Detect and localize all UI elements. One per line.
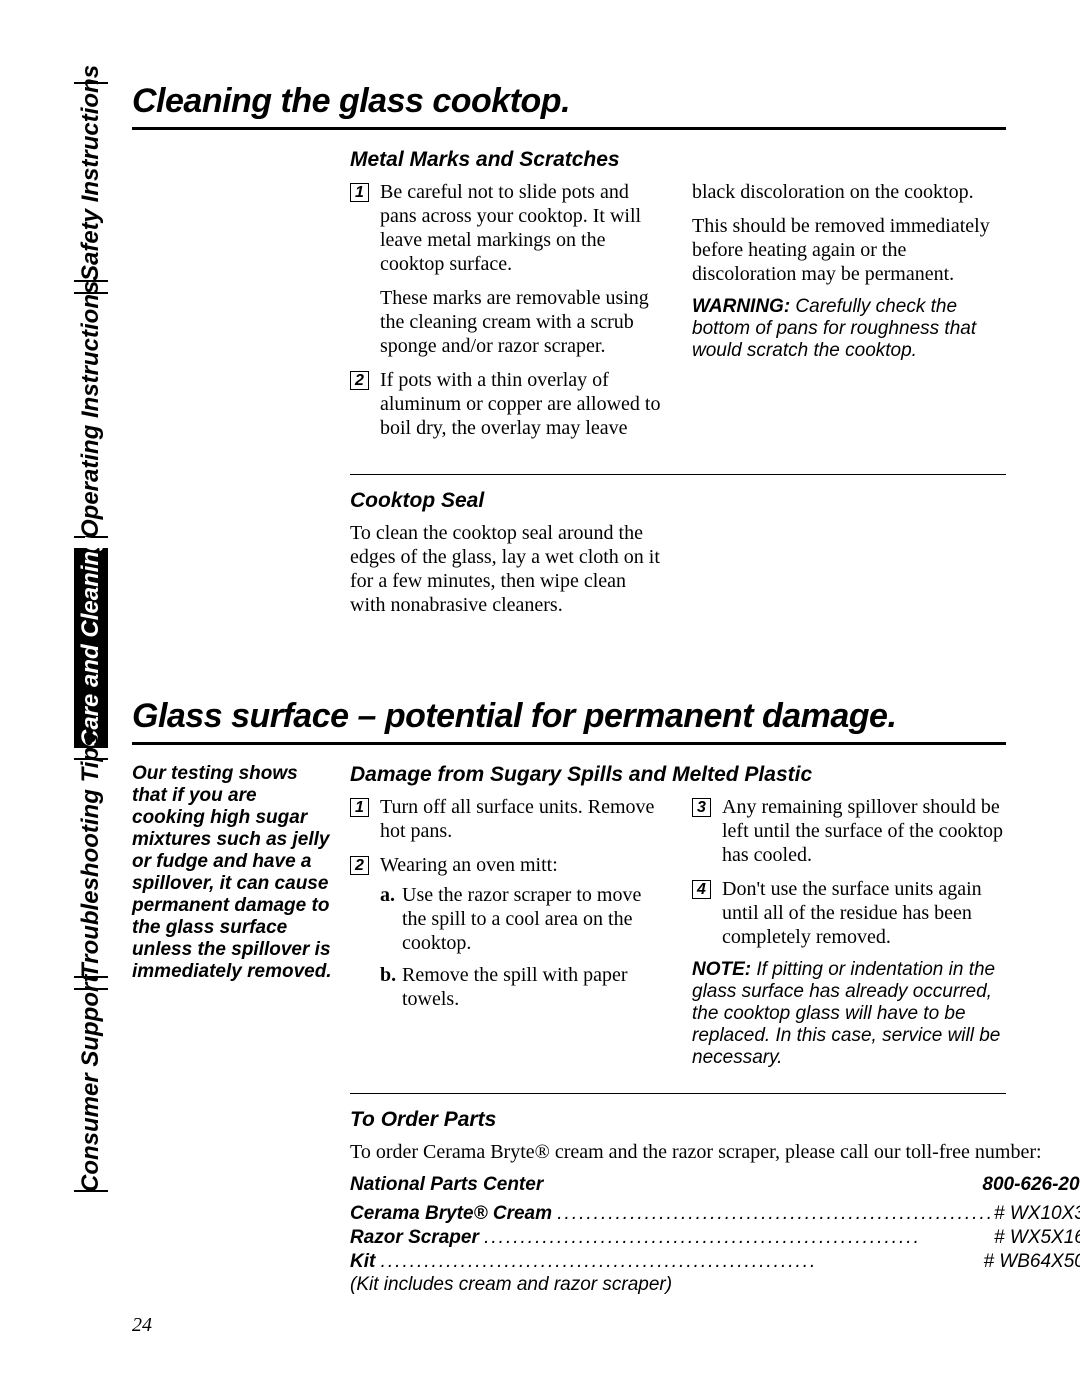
damage-step-2a: Use the razor scraper to move the spill …: [402, 883, 664, 955]
numbox-1-icon: 1: [350, 798, 369, 817]
divider-thin: [350, 474, 1006, 475]
step-1: 1 Be careful not to slide pots and pans …: [350, 180, 664, 358]
warning-text: WARNING: Carefully check the bottom of p…: [692, 296, 1006, 362]
text-black-discoloration: black discoloration on the cooktop.: [692, 180, 1006, 204]
tab-safety: Safety Instructions: [74, 82, 108, 282]
page-number: 24: [132, 1314, 152, 1337]
text-cooktop-seal: To clean the cooktop seal around the edg…: [350, 521, 664, 617]
numbox-4-icon: 4: [692, 880, 711, 899]
numbox-1-icon: 1: [350, 183, 369, 202]
side-tabs: Safety Instructions Operating Instructio…: [74, 82, 108, 1192]
block-metal-marks: Metal Marks and Scratches 1 Be careful n…: [132, 148, 1006, 450]
tab-troubleshooting: Troubleshooting Tips: [74, 758, 108, 978]
sidebar-warning: Our testing shows that if you are cookin…: [132, 763, 332, 983]
subheading-order-parts: To Order Parts: [350, 1108, 1080, 1132]
divider-thin-2: [350, 1093, 1006, 1094]
tab-consumer-support: Consumer Support: [74, 988, 108, 1192]
section-title-glass-surface: Glass surface – potential for permanent …: [132, 697, 1006, 736]
damage-step-2: 2 Wearing an oven mitt: Use the razor sc…: [350, 853, 664, 1011]
text-order-intro: To order Cerama Bryte® cream and the raz…: [350, 1140, 1080, 1164]
subheading-cooktop-seal: Cooktop Seal: [350, 489, 1006, 513]
block-cooktop-seal: Cooktop Seal To clean the cooktop seal a…: [132, 489, 1006, 627]
damage-step-4: 4 Don't use the surface units again unti…: [692, 877, 1006, 949]
subheading-sugary-spills: Damage from Sugary Spills and Melted Pla…: [350, 763, 1006, 787]
numbox-2-icon: 2: [350, 371, 369, 390]
divider-heavy-2: [132, 742, 1006, 745]
damage-step-1: 1 Turn off all surface units. Remove hot…: [350, 795, 664, 843]
divider-heavy: [132, 127, 1006, 130]
block-order-parts: To Order Parts To order Cerama Bryte® cr…: [132, 1108, 1006, 1296]
step-2: 2 If pots with a thin overlay of aluminu…: [350, 368, 664, 440]
damage-step-2b: Remove the spill with paper towels.: [402, 963, 664, 1011]
text-remove-immediately: This should be removed immediately befor…: [692, 214, 1006, 286]
tab-care-cleaning: Care and Cleaning: [74, 548, 108, 748]
part-cerama-bryte: Cerama Bryte® Cream # WX10X300: [350, 1202, 1080, 1226]
part-kit: Kit # WB64X5027: [350, 1250, 1080, 1274]
damage-step-3: 3 Any remaining spillover should be left…: [692, 795, 1006, 867]
kit-note: (Kit includes cream and razor scraper): [350, 1274, 1080, 1296]
parts-center-header: National Parts Center 800-626-2002.: [350, 1174, 1080, 1196]
part-razor-scraper: Razor Scraper # WX5X1614: [350, 1226, 1080, 1250]
block-sugary-spills: Our testing shows that if you are cookin…: [132, 763, 1006, 1069]
section-title-cleaning: Cleaning the glass cooktop.: [132, 82, 1006, 121]
numbox-2-icon: 2: [350, 856, 369, 875]
manual-page: Safety Instructions Operating Instructio…: [0, 0, 1080, 1397]
note-text: NOTE: If pitting or indentation in the g…: [692, 959, 1006, 1069]
content-area: Cleaning the glass cooktop. Metal Marks …: [132, 82, 1006, 1296]
subheading-metal-marks: Metal Marks and Scratches: [350, 148, 1006, 172]
tab-operating: Operating Instructions: [74, 292, 108, 538]
numbox-3-icon: 3: [692, 798, 711, 817]
